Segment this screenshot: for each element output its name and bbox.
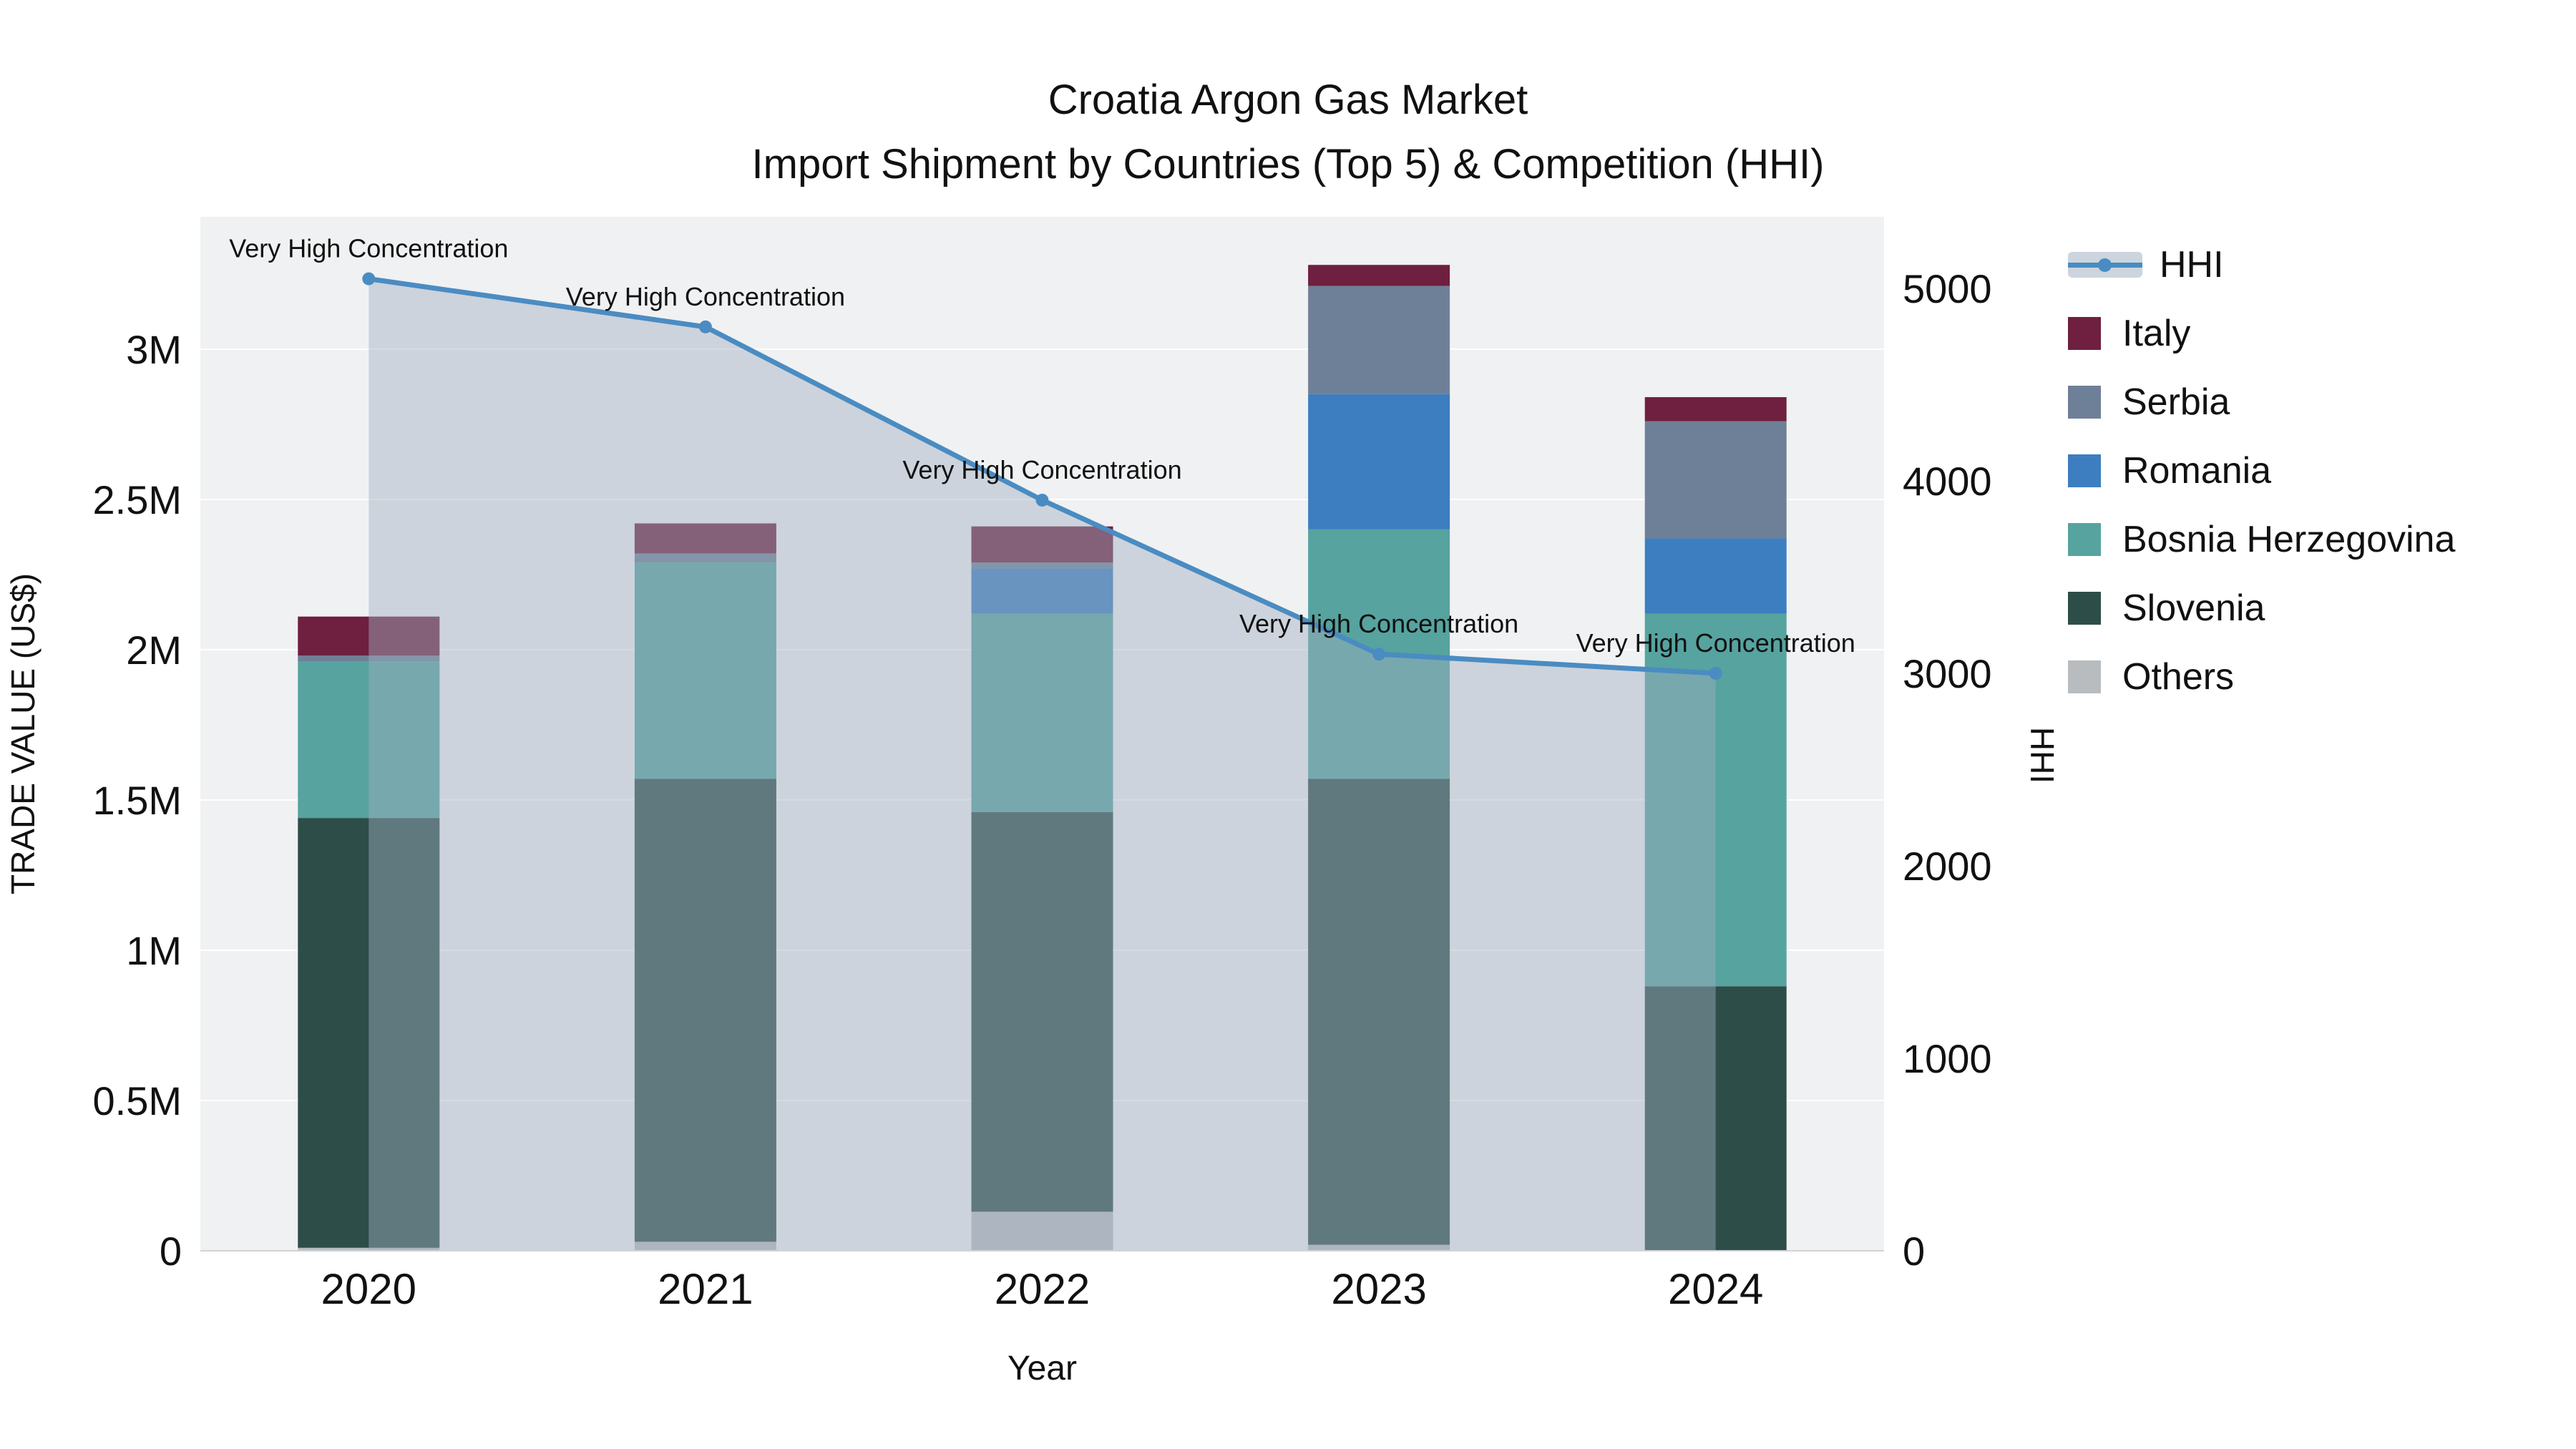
hhi-line-legend-symbol <box>2068 252 2142 278</box>
legend: HHI Italy Serbia Romania Bosnia Herzegovina S… <box>2068 230 2455 711</box>
bar-segment-bosnia-herzegovina[interactable] <box>971 613 1113 812</box>
annotation-label: Very High Concentration <box>566 282 845 311</box>
bar-segment-serbia[interactable] <box>298 655 440 662</box>
y-right-tick-label: 4000 <box>1903 459 1992 504</box>
legend-item-hhi[interactable]: HHI <box>2068 230 2455 299</box>
legend-swatch-italy <box>2068 317 2101 350</box>
hhi-area-fill <box>369 278 1716 1252</box>
legend-item-romania[interactable]: Romania <box>2068 436 2455 505</box>
bar-segment-serbia[interactable] <box>634 553 776 563</box>
y-left-tick-label: 1M <box>126 928 182 973</box>
bar-segment-slovenia[interactable] <box>1644 986 1787 1251</box>
legend-label-slovenia: Slovenia <box>2122 587 2265 629</box>
legend-swatch-bosnia-herzegovina <box>2068 523 2101 556</box>
annotation-label: Very High Concentration <box>1239 609 1518 638</box>
legend-item-serbia[interactable]: Serbia <box>2068 368 2455 436</box>
y-right-tick-label: 1000 <box>1903 1036 1992 1081</box>
x-tick-label: 2021 <box>658 1265 753 1313</box>
bar-segment-others[interactable] <box>634 1241 776 1251</box>
hhi-marker[interactable] <box>1035 493 1049 507</box>
y-left-tick-label: 1.5M <box>93 778 182 823</box>
annotation-label: Very High Concentration <box>229 234 508 263</box>
y-right-tick-label: 3000 <box>1903 651 1992 696</box>
legend-label-serbia: Serbia <box>2122 381 2230 423</box>
legend-label-bosnia-herzegovina: Bosnia Herzegovina <box>2122 519 2456 560</box>
bar-segment-italy[interactable] <box>1308 265 1450 286</box>
bar-segment-slovenia[interactable] <box>971 811 1113 1212</box>
bar-segment-others[interactable] <box>298 1247 440 1251</box>
bar-segment-romania[interactable] <box>971 568 1113 614</box>
legend-label-others: Others <box>2122 656 2235 698</box>
bar-segment-italy[interactable] <box>298 616 440 656</box>
annotation-label: Very High Concentration <box>1576 628 1855 658</box>
hhi-marker[interactable] <box>362 272 376 286</box>
chart-title: Croatia Argon Gas Market Import Shipment… <box>0 68 2576 197</box>
bar-segment-serbia[interactable] <box>1308 286 1450 394</box>
y-left-tick-label: 3M <box>126 327 182 372</box>
y-left-tick-label: 0.5M <box>93 1078 182 1123</box>
bar-segment-italy[interactable] <box>634 523 776 554</box>
bar-segment-romania[interactable] <box>1644 538 1787 614</box>
y-left-tick-label: 2.5M <box>93 477 182 522</box>
x-axis-title: Year <box>1008 1350 1077 1387</box>
y-right-tick-label: 5000 <box>1903 266 1992 311</box>
bar-segment-slovenia[interactable] <box>634 779 776 1242</box>
legend-label-romania: Romania <box>2122 450 2272 492</box>
legend-swatch-others <box>2068 660 2101 693</box>
bar-segment-slovenia[interactable] <box>298 818 440 1248</box>
chart-title-line2: Import Shipment by Countries (Top 5) & C… <box>751 141 1825 187</box>
x-tick-label: 2023 <box>1331 1265 1426 1313</box>
hhi-marker[interactable] <box>1372 648 1386 661</box>
y-axis-title-right: HHI <box>2024 727 2061 784</box>
bar-segment-slovenia[interactable] <box>1308 779 1450 1245</box>
legend-item-slovenia[interactable]: Slovenia <box>2068 574 2455 643</box>
bar-segment-others[interactable] <box>971 1211 1113 1251</box>
bar-segment-bosnia-herzegovina[interactable] <box>298 661 440 819</box>
chart-title-line1: Croatia Argon Gas Market <box>1048 77 1528 123</box>
y-axis-title-left: TRADE VALUE (US$) <box>4 573 42 894</box>
y-left-tick-label: 2M <box>126 628 182 673</box>
legend-label-italy: Italy <box>2122 313 2191 354</box>
hhi-marker[interactable] <box>698 320 712 333</box>
bar-segment-italy[interactable] <box>1644 397 1787 421</box>
legend-label-hhi: HHI <box>2160 244 2224 286</box>
y-right-tick-label: 2000 <box>1903 844 1992 889</box>
y-left-tick-label: 0 <box>160 1229 182 1274</box>
legend-item-bosnia-herzegovina[interactable]: Bosnia Herzegovina <box>2068 505 2455 574</box>
y-right-tick-label: 0 <box>1903 1229 1925 1274</box>
bar-segment-romania[interactable] <box>1308 394 1450 530</box>
legend-swatch-romania <box>2068 454 2101 487</box>
hhi-legend-marker <box>2098 258 2112 272</box>
hhi-marker[interactable] <box>1709 667 1722 680</box>
bar-segment-others[interactable] <box>1308 1244 1450 1251</box>
annotation-label: Very High Concentration <box>902 455 1181 484</box>
legend-swatch-serbia <box>2068 386 2101 419</box>
x-tick-label: 2020 <box>321 1265 416 1313</box>
bar-segment-serbia[interactable] <box>971 562 1113 569</box>
bar-segment-serbia[interactable] <box>1644 421 1787 539</box>
bar-segment-bosnia-herzegovina[interactable] <box>634 562 776 779</box>
x-tick-label: 2024 <box>1668 1265 1763 1313</box>
legend-item-italy[interactable]: Italy <box>2068 299 2455 368</box>
legend-swatch-slovenia <box>2068 592 2101 625</box>
legend-item-others[interactable]: Others <box>2068 643 2455 711</box>
bar-segment-italy[interactable] <box>971 526 1113 563</box>
x-tick-label: 2022 <box>995 1265 1090 1313</box>
